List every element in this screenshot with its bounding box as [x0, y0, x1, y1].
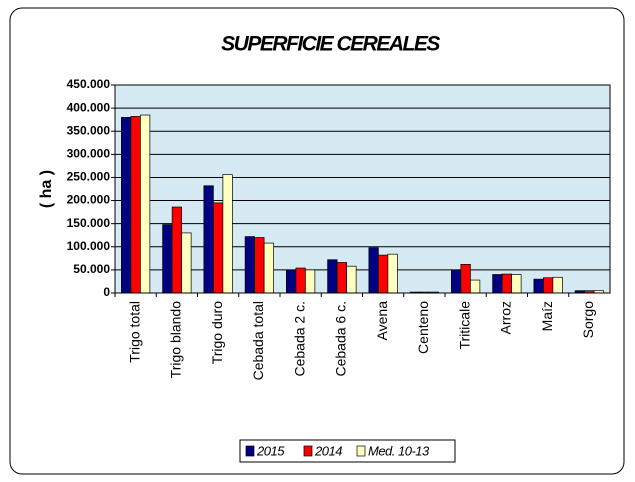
legend-label: 2015 — [256, 443, 285, 458]
x-tick-label: Cebada 6 c. — [333, 301, 349, 377]
bar — [492, 274, 503, 294]
x-tick-label: Trigo duro — [209, 301, 225, 365]
x-tick-label: Trigo blando — [168, 301, 184, 379]
bar — [305, 269, 316, 294]
bar — [511, 274, 522, 294]
legend-swatch — [303, 445, 313, 457]
bar — [295, 267, 306, 294]
x-tick-label: Cebada total — [250, 301, 266, 380]
legend-label: Med. 10-13 — [368, 443, 430, 458]
bar — [130, 116, 141, 294]
bar — [254, 237, 265, 294]
y-tick-label: 100.000 — [67, 239, 111, 253]
legend-label: 2014 — [314, 443, 342, 458]
y-tick-label: 450.000 — [67, 77, 111, 91]
y-tick-label: 0 — [103, 285, 110, 299]
bar — [162, 224, 173, 294]
bar — [336, 262, 347, 294]
bar — [286, 269, 297, 294]
y-tick-label: 200.000 — [67, 193, 111, 207]
legend-swatch — [245, 445, 255, 457]
bar — [263, 242, 274, 294]
bar — [346, 265, 357, 294]
bar — [121, 117, 132, 294]
bar — [181, 232, 192, 294]
x-tick-label: Centeno — [415, 301, 431, 354]
plot-area — [114, 84, 611, 294]
bar — [368, 247, 379, 294]
bar — [460, 263, 471, 294]
x-tick-label: Cebada 2 c. — [291, 301, 307, 377]
bar — [213, 202, 224, 294]
y-tick-label: 250.000 — [67, 170, 111, 184]
bar — [501, 273, 512, 294]
y-tick-label: 300.000 — [67, 147, 111, 161]
bar — [222, 174, 233, 294]
bar — [378, 254, 389, 294]
bar — [543, 277, 554, 294]
bar — [552, 276, 563, 294]
x-tick-label: Maíz — [539, 301, 555, 331]
x-tick-label: Arroz — [498, 301, 514, 334]
x-tick-label: Trigo total — [126, 301, 142, 363]
bar — [171, 206, 182, 294]
legend — [239, 439, 456, 463]
y-axis-label: ( ha ) — [38, 170, 55, 208]
x-tick-label: Avena — [374, 301, 390, 341]
y-tick-label: 50.000 — [73, 262, 110, 276]
bar — [140, 114, 151, 294]
bar — [327, 259, 338, 294]
x-tick-label: Triticale — [456, 301, 472, 350]
legend-swatch — [356, 445, 366, 457]
y-tick-label: 350.000 — [67, 123, 111, 137]
y-tick-label: 150.000 — [67, 216, 111, 230]
bar — [244, 236, 255, 294]
y-tick-label: 400.000 — [67, 100, 111, 114]
bar — [387, 253, 398, 294]
bar — [533, 278, 544, 294]
chart-title: SUPERFICIE CEREALES — [221, 33, 440, 56]
bar — [451, 269, 462, 294]
x-tick-label: Sorgo — [580, 301, 596, 339]
bar — [470, 279, 481, 294]
bar — [203, 185, 214, 294]
